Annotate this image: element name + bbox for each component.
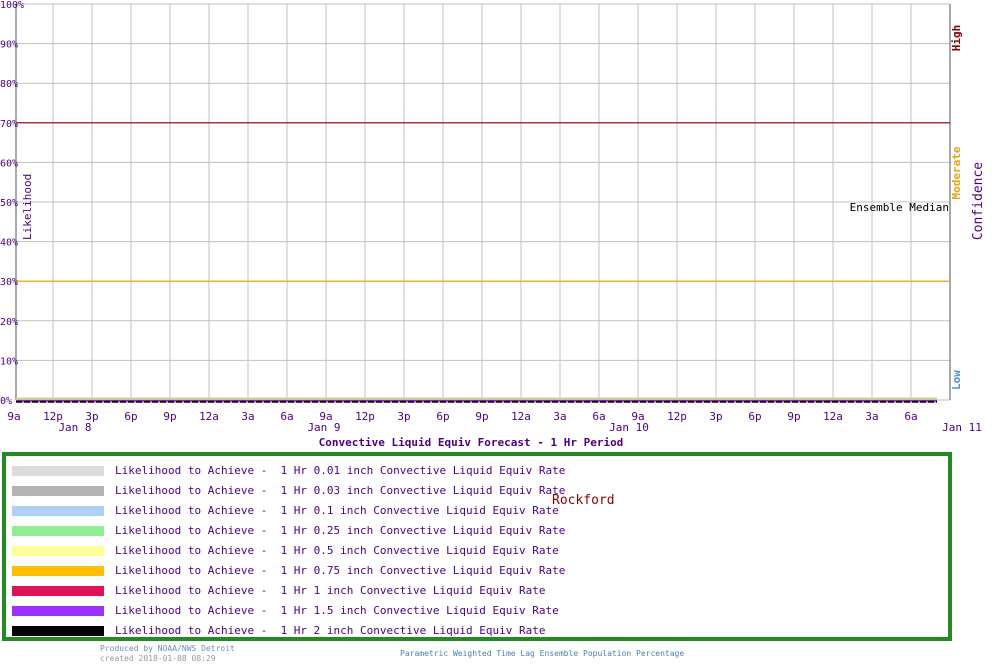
y-tick-label: 0% [0,396,12,407]
legend-item: Likelihood to Achieve - 1 Hr 1.5 inch Co… [12,601,559,621]
created-timestamp: created 2018-01-08 08:29 [100,654,216,663]
legend-swatch [12,586,104,596]
x-tick-label: 3p [397,410,410,423]
legend-item: Likelihood to Achieve - 1 Hr 2 inch Conv… [12,621,545,641]
x-tick-label: 6a [280,410,293,423]
legend-swatch [12,546,104,556]
legend: Likelihood to Achieve - 1 Hr 0.01 inch C… [2,452,952,641]
x-tick-label: 12a [823,410,843,423]
legend-label: Likelihood to Achieve - 1 Hr 0.03 inch C… [115,484,566,497]
confidence-high: High [950,24,963,52]
x-tick-label: 12p [667,410,687,423]
legend-swatch [12,466,104,476]
location-label: Rockford [552,493,615,508]
x-tick-label: 3a [241,410,254,423]
y-tick-label: 90% [0,40,18,51]
y-tick-label: 30% [0,277,18,288]
legend-item: Likelihood to Achieve - 1 Hr 0.25 inch C… [12,521,565,541]
date-label: Jan 10 [609,421,649,434]
y-tick-label: 100% [0,0,24,11]
y-tick-label: 40% [0,238,18,249]
date-label: Jan 8 [58,421,91,434]
x-tick-label: 6a [592,410,605,423]
y-tick-label: 10% [0,356,18,367]
legend-label: Likelihood to Achieve - 1 Hr 1.5 inch Co… [115,604,559,617]
confidence-moderate: Moderate [950,146,963,200]
legend-swatch [12,626,104,636]
method-note: Parametric Weighted Time Lag Ensemble Po… [400,649,685,658]
legend-swatch [12,606,104,616]
x-tick-label: 12a [511,410,531,423]
x-tick-label: 12p [43,410,63,423]
y-tick-label: 70% [0,119,18,130]
x-tick-label: 3a [865,410,878,423]
legend-item: Likelihood to Achieve - 1 Hr 0.1 inch Co… [12,501,559,521]
x-tick-label: 3a [553,410,566,423]
legend-item: Likelihood to Achieve - 1 Hr 0.75 inch C… [12,561,565,581]
x-tick-label: 9p [787,410,800,423]
legend-label: Likelihood to Achieve - 1 Hr 1 inch Conv… [115,584,546,597]
x-tick-label: 3p [85,410,98,423]
y-tick-label: 50% [0,198,18,209]
legend-item: Likelihood to Achieve - 1 Hr 0.03 inch C… [12,481,565,501]
x-tick-label: 9p [475,410,488,423]
x-tick-label: 9a [7,410,20,423]
legend-item: Likelihood to Achieve - 1 Hr 1 inch Conv… [12,581,545,601]
x-tick-label: 6p [436,410,449,423]
footer-credits: Produced by NOAA/NWS Detroit created 201… [100,644,235,664]
legend-label: Likelihood to Achieve - 1 Hr 0.75 inch C… [115,564,566,577]
confidence-low: Low [950,370,963,390]
x-tick-label: 6p [124,410,137,423]
legend-label: Likelihood to Achieve - 1 Hr 0.01 inch C… [115,464,566,477]
x-tick-label: 3p [709,410,722,423]
confidence-label: Confidence [971,161,986,241]
ensemble-median-annotation: Ensemble Median [850,201,949,214]
x-tick-label: 9a [631,410,644,423]
legend-item: Likelihood to Achieve - 1 Hr 0.5 inch Co… [12,541,559,561]
legend-label: Likelihood to Achieve - 1 Hr 0.1 inch Co… [115,504,559,517]
y-tick-label: 80% [0,79,18,90]
legend-label: Likelihood to Achieve - 1 Hr 2 inch Conv… [115,624,546,637]
y-tick-label: 20% [0,317,18,328]
y-tick-label: 60% [0,158,18,169]
x-tick-label: 6a [904,410,917,423]
legend-swatch [12,506,104,516]
legend-swatch [12,486,104,496]
date-label: Jan 11 [942,421,982,434]
x-tick-label: 12p [355,410,375,423]
legend-item: Likelihood to Achieve - 1 Hr 0.01 inch C… [12,461,565,481]
x-tick-label: 12a [199,410,219,423]
legend-swatch [12,526,104,536]
y-axis-label: Likelihood [21,173,34,240]
x-tick-label: 6p [748,410,761,423]
produced-by: Produced by NOAA/NWS Detroit [100,644,235,653]
chart-title: Convective Liquid Equiv Forecast - 1 Hr … [319,436,624,449]
legend-label: Likelihood to Achieve - 1 Hr 0.5 inch Co… [115,544,559,557]
date-label: Jan 9 [307,421,340,434]
x-tick-label: 9a [319,410,332,423]
legend-swatch [12,566,104,576]
x-tick-label: 9p [163,410,176,423]
chart-area: 0% 10% 20% 30% 40% 50% 60% 70% 80% 90% 100% 9a 12p 3p… [0,0,982,449]
legend-label: Likelihood to Achieve - 1 Hr 0.25 inch C… [115,524,566,537]
